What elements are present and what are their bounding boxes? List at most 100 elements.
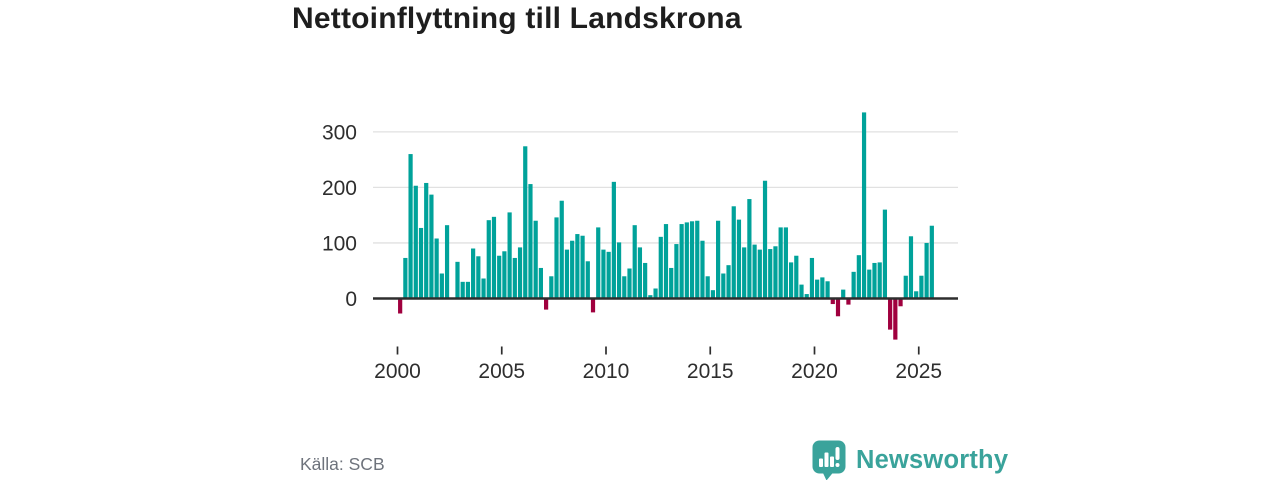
bar-2005Q4: [517, 247, 523, 299]
bar-2021Q4: [851, 271, 856, 299]
bar-2007Q1: [544, 298, 549, 310]
bar-2020Q1: [815, 279, 820, 299]
bar-2013Q3: [679, 224, 684, 299]
newsworthy-logo-text: Newsworthy: [856, 446, 1009, 474]
bar-2013Q2: [674, 244, 679, 299]
x-axis-label-2005: 2005: [478, 360, 525, 383]
bar-2008Q1: [564, 249, 570, 299]
bar-2010Q2: [611, 181, 616, 299]
bar-2018Q1: [773, 246, 778, 299]
bar-2024Q1: [898, 298, 903, 307]
bar-2015Q3: [721, 273, 726, 299]
bar-2023Q1: [877, 262, 882, 299]
bar-2019Q2: [799, 284, 804, 299]
bar-2025Q3: [929, 225, 934, 299]
y-axis-label-100: 100: [322, 232, 357, 255]
bar-2016Q2: [736, 219, 742, 299]
bar-2002Q1: [439, 273, 444, 299]
bar-2022Q1: [856, 255, 861, 299]
bar-2002Q2: [444, 225, 450, 299]
x-axis-label-2000: 2000: [374, 360, 421, 383]
newsworthy-logo: Newsworthy: [812, 440, 1008, 480]
bar-2010Q3: [616, 242, 622, 299]
bar-2004Q2: [486, 220, 491, 299]
x-axis-label-2020: 2020: [791, 360, 838, 383]
bar-2005Q2: [507, 212, 512, 299]
bar-2005Q1: [502, 251, 507, 299]
bar-2017Q1: [752, 244, 757, 299]
bar-2019Q4: [809, 257, 815, 299]
bar-2002Q4: [455, 261, 460, 299]
bar-2024Q2: [903, 275, 908, 299]
bar-2011Q1: [627, 268, 632, 299]
bar-2008Q2: [570, 240, 575, 299]
bar-2003Q1: [460, 281, 465, 299]
bar-2022Q3: [867, 269, 872, 299]
bar-2016Q4: [747, 199, 752, 299]
bar-2004Q1: [481, 278, 486, 299]
bar-2001Q4: [434, 238, 439, 299]
bar-2006Q4: [538, 267, 543, 299]
bar-2001Q3: [429, 194, 434, 299]
y-axis-label-0: 0: [345, 288, 357, 311]
logo-exclamation-dot: [835, 463, 840, 467]
bar-2020Q2: [820, 277, 825, 299]
x-axis-label-2010: 2010: [583, 360, 630, 383]
source-label: Källa: SCB: [300, 454, 385, 474]
bar-2021Q1: [835, 298, 841, 317]
bar-2023Q3: [888, 298, 893, 330]
x-axis-label-2025: 2025: [895, 360, 942, 383]
y-axis-label-300: 300: [322, 121, 357, 144]
bar-2017Q2: [757, 249, 762, 299]
bar-2007Q3: [554, 217, 559, 299]
bar-2015Q2: [716, 220, 721, 299]
bar-2025Q1: [919, 275, 924, 299]
chart-title: Nettoinflyttning till Landskrona: [292, 2, 742, 35]
bar-2020Q3: [825, 281, 830, 299]
bar-2003Q2: [465, 281, 471, 299]
bar-2010Q4: [622, 276, 627, 299]
bar-2009Q1: [585, 261, 590, 299]
bar-2001Q2: [424, 182, 429, 299]
bar-2006Q1: [523, 146, 528, 299]
bar-2014Q1: [689, 221, 695, 299]
bar-2016Q3: [742, 247, 747, 299]
bar-2016Q1: [731, 206, 736, 299]
bar-2012Q4: [663, 224, 669, 299]
bar-2014Q2: [695, 220, 700, 299]
y-axis-label-200: 200: [322, 177, 357, 200]
bar-2020Q4: [830, 298, 835, 305]
newsworthy-logo-icon: [812, 440, 846, 480]
bar-2021Q2: [841, 289, 846, 299]
bar-2007Q2: [549, 276, 554, 299]
logo-bar-tall: [824, 452, 829, 467]
bar-2024Q4: [914, 291, 919, 299]
bar-2015Q1: [710, 290, 715, 299]
bar-2022Q4: [872, 262, 877, 299]
bar-2010Q1: [606, 251, 611, 299]
bar-2011Q2: [632, 225, 637, 299]
bar-2014Q4: [705, 276, 710, 299]
bar-2013Q4: [684, 222, 689, 299]
logo-exclamation-stem: [835, 447, 840, 460]
logo-bar-medium: [830, 456, 834, 467]
bar-2009Q2: [590, 298, 596, 313]
bar-2018Q3: [783, 227, 788, 299]
bar-2011Q3: [637, 247, 643, 299]
bar-2023Q4: [893, 298, 898, 340]
bar-2009Q4: [601, 249, 606, 299]
bar-2007Q4: [559, 200, 564, 299]
bar-2012Q1: [648, 295, 653, 299]
bar-2013Q1: [669, 267, 674, 299]
bar-2019Q3: [804, 294, 809, 299]
bar-2015Q4: [726, 265, 731, 299]
bar-2004Q3: [491, 216, 497, 299]
bar-2008Q3: [575, 234, 580, 299]
bar-2025Q2: [924, 242, 929, 299]
bar-2018Q2: [778, 227, 783, 299]
bar-2003Q4: [476, 256, 481, 299]
bar-2008Q4: [580, 235, 585, 299]
bar-2017Q3: [762, 180, 768, 299]
